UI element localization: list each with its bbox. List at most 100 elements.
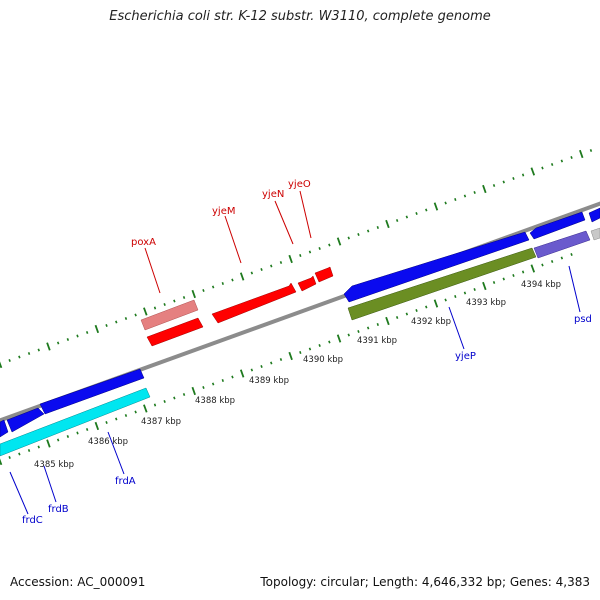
minor-tick xyxy=(541,166,544,170)
minor-tick xyxy=(299,351,302,354)
gene-label-yjeP[interactable]: yjeP xyxy=(455,351,476,362)
minor-tick xyxy=(163,303,166,306)
minor-tick xyxy=(202,386,205,389)
gene-label-yjeM[interactable]: yjeM xyxy=(212,206,235,217)
minor-tick xyxy=(454,295,457,298)
minor-tick xyxy=(37,445,40,449)
major-tick xyxy=(0,361,3,369)
minor-tick xyxy=(66,435,70,438)
major-tick xyxy=(191,289,196,299)
minor-tick xyxy=(347,333,350,337)
major-tick xyxy=(239,369,245,378)
gene-label-frdC[interactable]: frdC xyxy=(22,515,43,526)
minor-tick xyxy=(260,268,263,271)
feature-poxA-body[interactable] xyxy=(146,317,204,347)
minor-tick xyxy=(37,348,40,352)
feature-yjeM[interactable] xyxy=(211,282,297,324)
feature-yjeP[interactable] xyxy=(347,247,537,321)
minor-tick xyxy=(221,379,224,382)
minor-tick xyxy=(560,159,564,163)
feature-upper-blue-1[interactable] xyxy=(343,231,530,303)
minor-tick xyxy=(76,334,79,338)
minor-tick xyxy=(105,421,108,424)
minor-tick xyxy=(202,289,205,292)
minor-tick xyxy=(182,393,186,396)
minor-tick xyxy=(85,331,89,334)
scale-labels: 4385 kbp 4386 kbp 4387 kbp 4388 kbp 4389… xyxy=(34,280,561,470)
minor-tick xyxy=(153,403,157,407)
major-tick xyxy=(433,202,439,211)
major-tick xyxy=(336,334,342,343)
feature-upper-blue-3[interactable] xyxy=(588,207,600,223)
scale-label: 4387 kbp xyxy=(141,417,181,427)
gene-label-frdA[interactable]: frdA xyxy=(115,476,136,487)
feature-left-blue-2[interactable] xyxy=(6,407,45,433)
feature-upper-blue-2[interactable] xyxy=(529,211,586,240)
minor-tick xyxy=(347,236,350,240)
minor-tick xyxy=(541,263,544,267)
minor-tick xyxy=(231,375,234,379)
feature-yjeO[interactable] xyxy=(314,266,334,283)
minor-tick xyxy=(405,215,409,219)
minor-tick xyxy=(415,309,418,312)
minor-tick xyxy=(153,306,157,310)
feature-psd[interactable] xyxy=(533,230,591,259)
minor-tick xyxy=(473,191,476,194)
minor-tick xyxy=(415,212,418,215)
gene-label-yjeO[interactable]: yjeO xyxy=(288,179,311,190)
minor-tick xyxy=(395,219,399,222)
minor-tick xyxy=(76,431,79,435)
minor-tick xyxy=(105,324,108,327)
scale-label: 4389 kbp xyxy=(249,376,289,386)
scale-label: 4394 kbp xyxy=(521,280,561,290)
scale-label: 4393 kbp xyxy=(466,298,506,308)
major-tick xyxy=(530,264,536,273)
minor-tick xyxy=(318,344,321,347)
minor-tick xyxy=(550,163,554,166)
minor-tick xyxy=(85,428,89,431)
major-tick xyxy=(191,386,196,396)
minor-tick xyxy=(560,256,564,260)
minor-tick xyxy=(589,149,593,152)
minor-tick xyxy=(463,194,467,198)
minor-tick xyxy=(357,233,360,236)
scale-label: 4385 kbp xyxy=(34,460,74,470)
gene-label-poxA[interactable]: poxA xyxy=(131,237,156,248)
major-tick xyxy=(482,184,487,194)
major-tick xyxy=(94,324,100,334)
gene-label-yjeN[interactable]: yjeN xyxy=(262,189,284,200)
feature-frd-cyan[interactable] xyxy=(0,387,151,457)
feature-left-blue-3[interactable] xyxy=(39,368,145,415)
minor-tick xyxy=(502,180,505,184)
minor-tick xyxy=(512,177,515,180)
minor-tick xyxy=(18,452,21,456)
minor-tick xyxy=(211,285,215,289)
feature-poxA-arrow[interactable] xyxy=(140,299,199,331)
major-tick xyxy=(143,307,148,316)
gene-label-frdB[interactable]: frdB xyxy=(48,504,69,515)
minor-tick xyxy=(473,288,476,291)
minor-tick xyxy=(56,341,60,345)
feature-yjeN[interactable] xyxy=(297,275,317,292)
feature-upper-gray[interactable] xyxy=(590,227,600,241)
minor-tick xyxy=(173,299,176,303)
minor-tick xyxy=(550,260,554,263)
minor-tick xyxy=(270,264,273,268)
outer-tick-ring xyxy=(0,149,593,369)
minor-tick xyxy=(124,317,128,320)
major-tick xyxy=(579,149,584,159)
minor-tick xyxy=(270,361,273,365)
minor-tick xyxy=(221,282,224,285)
gene-label-psd[interactable]: psd xyxy=(574,314,592,325)
minor-tick xyxy=(260,365,263,368)
minor-tick xyxy=(357,330,360,333)
feature-left-blue-1[interactable] xyxy=(0,419,9,438)
minor-tick xyxy=(376,323,379,326)
major-tick xyxy=(288,351,293,361)
scale-label: 4390 kbp xyxy=(303,355,343,365)
minor-tick xyxy=(211,382,215,386)
genome-summary-text: Topology: circular; Length: 4,646,332 bp… xyxy=(260,575,590,589)
minor-tick xyxy=(173,396,176,400)
